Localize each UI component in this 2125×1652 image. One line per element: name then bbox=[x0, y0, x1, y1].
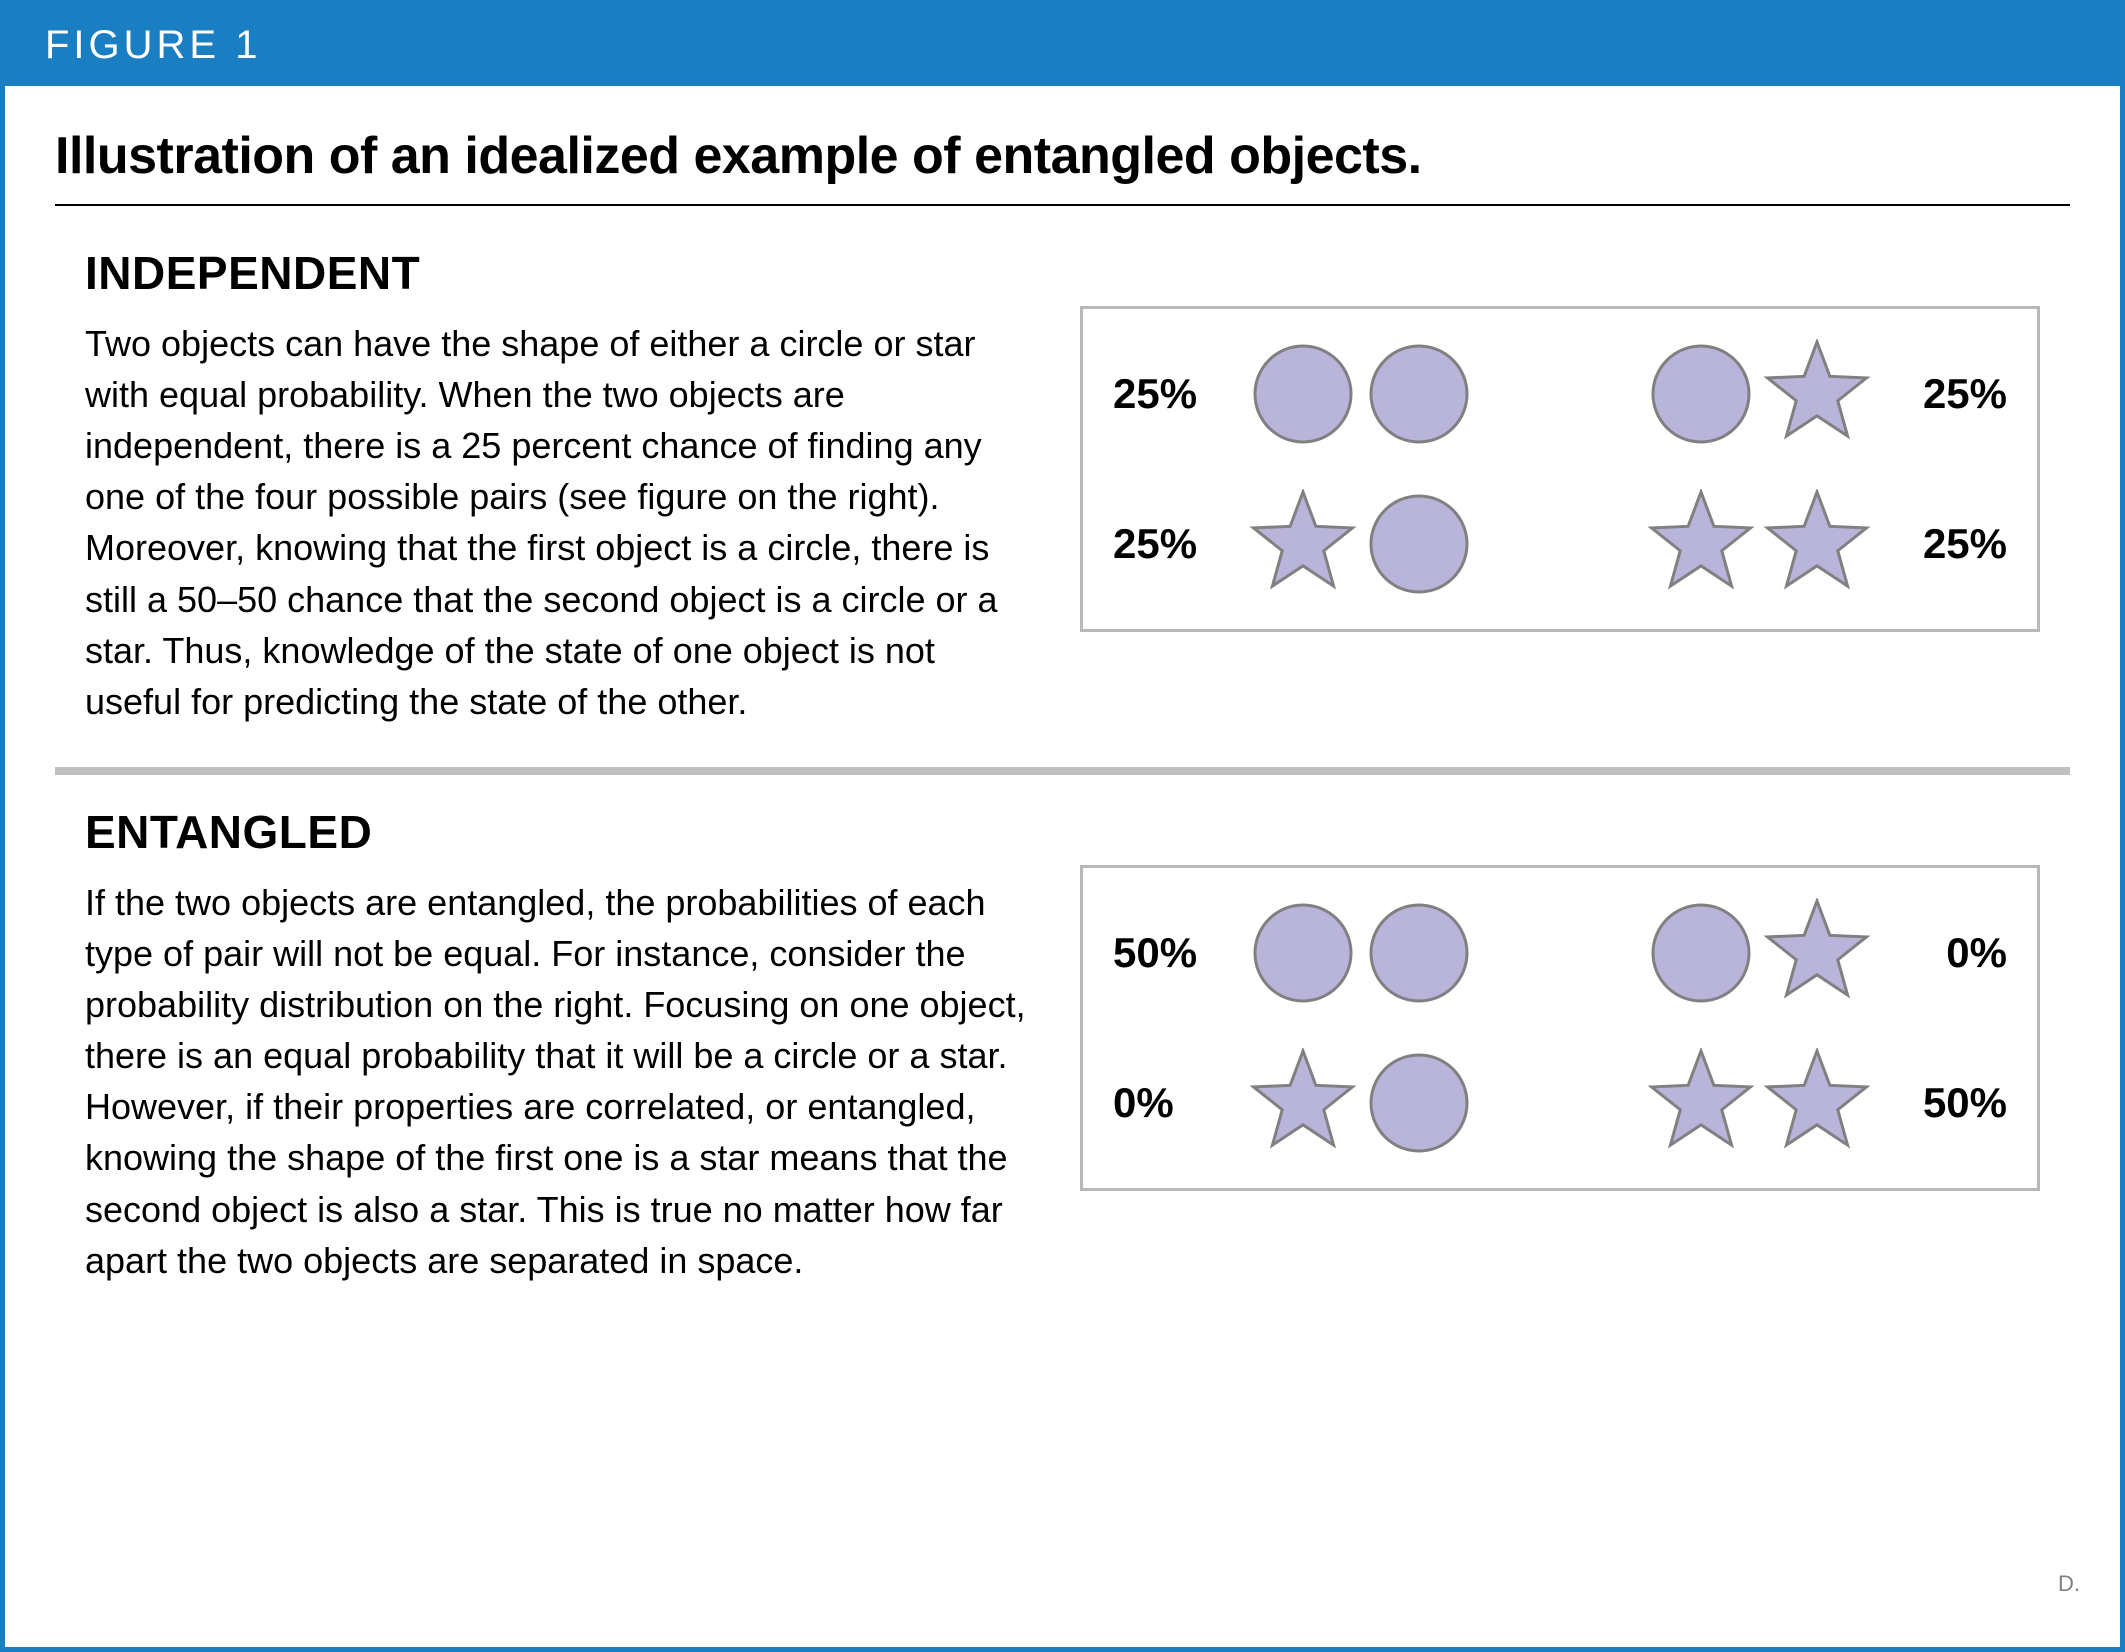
pair-block: 25% bbox=[1113, 489, 1474, 599]
section-divider bbox=[55, 767, 2070, 775]
section-independent: INDEPENDENT Two objects can have the sha… bbox=[55, 246, 2070, 727]
pair-block: 50% bbox=[1646, 1048, 2007, 1158]
star-icon bbox=[1646, 1048, 1756, 1158]
star-icon bbox=[1762, 339, 1872, 449]
percent-label: 50% bbox=[1897, 1079, 2007, 1127]
circle-icon bbox=[1364, 898, 1474, 1008]
figure-body: Illustration of an idealized example of … bbox=[5, 86, 2120, 1647]
shape-pair bbox=[1646, 1048, 1872, 1158]
independent-body: Two objects can have the shape of either… bbox=[85, 318, 1030, 727]
circle-icon bbox=[1646, 898, 1756, 1008]
star-icon bbox=[1762, 1048, 1872, 1158]
pair-block: 50% bbox=[1113, 898, 1474, 1008]
diagram-row: 50% 0% bbox=[1113, 898, 2007, 1008]
percent-label: 50% bbox=[1113, 929, 1223, 977]
percent-label: 0% bbox=[1897, 929, 2007, 977]
shape-pair bbox=[1248, 339, 1474, 449]
independent-text: INDEPENDENT Two objects can have the sha… bbox=[85, 246, 1030, 727]
circle-icon bbox=[1364, 489, 1474, 599]
independent-heading: INDEPENDENT bbox=[85, 246, 1030, 300]
entangled-heading: ENTANGLED bbox=[85, 805, 1030, 859]
entangled-body: If the two objects are entangled, the pr… bbox=[85, 877, 1030, 1286]
entangled-text: ENTANGLED If the two objects are entangl… bbox=[85, 805, 1030, 1286]
star-icon bbox=[1762, 898, 1872, 1008]
diagram-row: 25% 25% bbox=[1113, 339, 2007, 449]
star-icon bbox=[1248, 489, 1358, 599]
star-icon bbox=[1762, 489, 1872, 599]
shape-pair bbox=[1248, 489, 1474, 599]
shape-pair bbox=[1646, 339, 1872, 449]
independent-diagram: 25% 25% 25% 25% bbox=[1080, 306, 2040, 632]
percent-label: 25% bbox=[1897, 520, 2007, 568]
circle-icon bbox=[1364, 339, 1474, 449]
pair-block: 0% bbox=[1113, 1048, 1474, 1158]
circle-icon bbox=[1646, 339, 1756, 449]
figure-title: Illustration of an idealized example of … bbox=[55, 126, 2070, 206]
section-entangled: ENTANGLED If the two objects are entangl… bbox=[55, 805, 2070, 1286]
pair-block: 25% bbox=[1646, 489, 2007, 599]
shape-pair bbox=[1646, 898, 1872, 1008]
pair-block: 25% bbox=[1113, 339, 1474, 449]
shape-pair bbox=[1248, 898, 1474, 1008]
diagram-row: 0% 50% bbox=[1113, 1048, 2007, 1158]
diagram-row: 25% 25% bbox=[1113, 489, 2007, 599]
credit: D. bbox=[2058, 1571, 2080, 1597]
entangled-diagram: 50% 0% 0% 50% bbox=[1080, 865, 2040, 1191]
shape-pair bbox=[1646, 489, 1872, 599]
pair-block: 25% bbox=[1646, 339, 2007, 449]
figure-header: FIGURE 1 bbox=[5, 5, 2120, 86]
figure-label: FIGURE 1 bbox=[45, 23, 261, 67]
figure-container: FIGURE 1 Illustration of an idealized ex… bbox=[0, 0, 2125, 1652]
percent-label: 0% bbox=[1113, 1079, 1223, 1127]
pair-block: 0% bbox=[1646, 898, 2007, 1008]
circle-icon bbox=[1248, 898, 1358, 1008]
percent-label: 25% bbox=[1113, 520, 1223, 568]
circle-icon bbox=[1248, 339, 1358, 449]
star-icon bbox=[1646, 489, 1756, 599]
percent-label: 25% bbox=[1897, 370, 2007, 418]
circle-icon bbox=[1364, 1048, 1474, 1158]
percent-label: 25% bbox=[1113, 370, 1223, 418]
star-icon bbox=[1248, 1048, 1358, 1158]
shape-pair bbox=[1248, 1048, 1474, 1158]
